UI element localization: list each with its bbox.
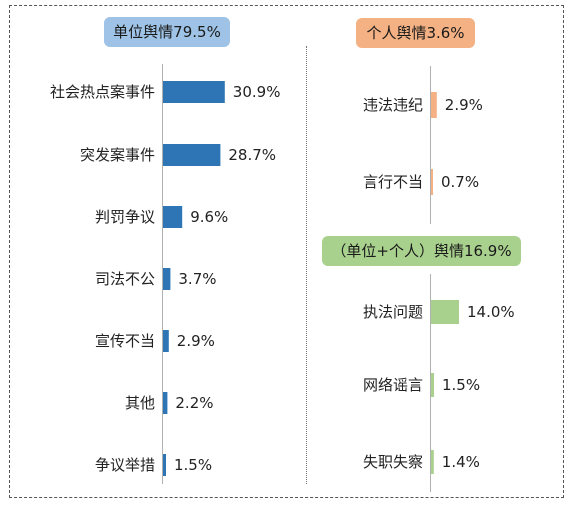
joint-value-label: 14.0%	[467, 303, 515, 321]
unit-value-label: 1.5%	[174, 456, 212, 474]
unit-category-label: 社会热点案事件	[50, 83, 155, 101]
person-value-label: 0.7%	[441, 173, 479, 191]
person-bar	[431, 92, 437, 118]
unit-category-label: 司法不公	[95, 270, 155, 288]
joint-axis-line	[430, 274, 431, 492]
unit-bar	[163, 144, 221, 166]
unit-category-label: 判罚争议	[95, 208, 155, 226]
joint-panel-title: （单位+个人）舆情16.9%	[322, 236, 521, 266]
joint-bar	[431, 450, 434, 474]
unit-category-label: 争议举措	[95, 456, 155, 474]
unit-value-label: 30.9%	[233, 83, 281, 101]
person-panel-title: 个人舆情3.6%	[356, 18, 475, 48]
person-category-label: 违法违纪	[363, 96, 423, 114]
joint-value-label: 1.5%	[442, 376, 480, 394]
unit-bar	[163, 454, 166, 476]
unit-bar	[163, 392, 168, 414]
joint-bar	[431, 373, 434, 397]
person-category-label: 言行不当	[363, 173, 423, 191]
unit-value-label: 2.2%	[175, 394, 213, 412]
person-axis-line	[430, 66, 431, 224]
unit-bar	[163, 206, 183, 228]
unit-bar	[163, 81, 225, 103]
joint-bar	[431, 300, 459, 324]
joint-category-label: 执法问题	[363, 303, 423, 321]
unit-category-label: 其他	[125, 394, 155, 412]
unit-category-label: 宣传不当	[95, 332, 155, 350]
panel-divider	[306, 46, 307, 484]
joint-category-label: 失职失察	[363, 453, 423, 471]
unit-value-label: 2.9%	[177, 332, 215, 350]
joint-category-label: 网络谣言	[363, 376, 423, 394]
unit-value-label: 9.6%	[190, 208, 228, 226]
unit-panel-title: 单位舆情79.5%	[104, 17, 230, 47]
joint-value-label: 1.4%	[442, 453, 480, 471]
unit-axis-line	[162, 64, 163, 484]
unit-bar	[163, 330, 169, 352]
unit-category-label: 突发案事件	[80, 146, 155, 164]
person-bar	[431, 169, 433, 195]
chart-frame	[9, 5, 564, 498]
unit-value-label: 3.7%	[178, 270, 216, 288]
unit-bar	[163, 268, 171, 290]
person-value-label: 2.9%	[445, 96, 483, 114]
unit-value-label: 28.7%	[228, 146, 276, 164]
